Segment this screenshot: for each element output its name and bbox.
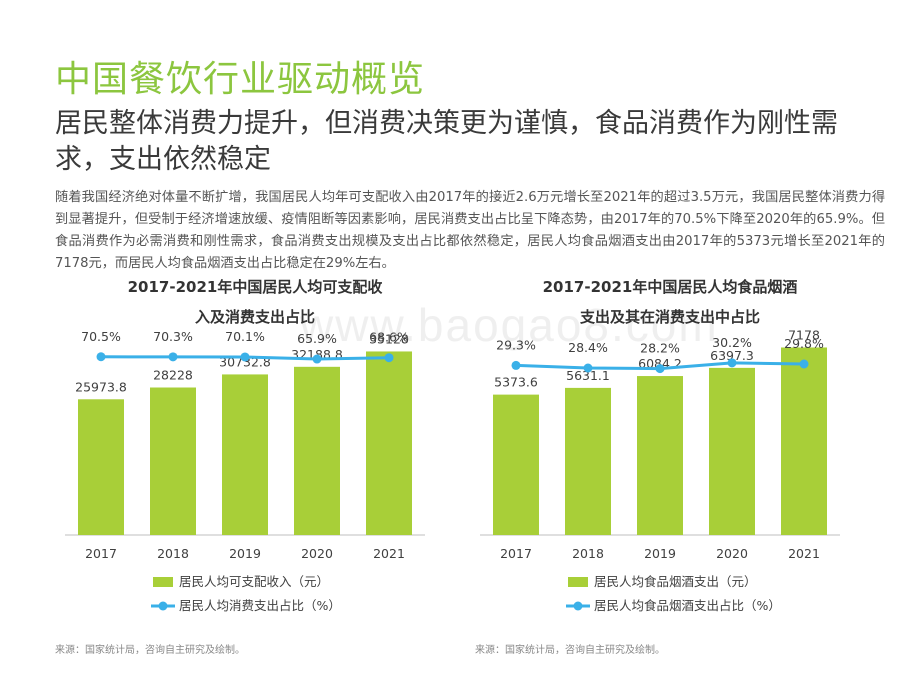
bar-2021 (781, 347, 827, 535)
x-tick-2021: 2021 (788, 546, 820, 561)
line-point-2018 (583, 363, 593, 373)
line-point-2018 (168, 352, 178, 362)
source-note-left: 来源：国家统计局，咨询自主研究及绘制。 (55, 645, 245, 656)
bar-label-2018: 5631.1 (566, 368, 610, 383)
x-tick-2020: 2020 (716, 546, 748, 561)
chart-1-title-line1: 2017-2021年中国居民人均可支配收 (127, 278, 383, 296)
bar-2020 (294, 366, 340, 535)
legend-bar-swatch (153, 577, 173, 587)
x-tick-2021: 2021 (373, 546, 405, 561)
line-point-2021 (384, 353, 394, 363)
line-label-2019: 70.1% (225, 330, 265, 344)
legend-bar-label: 居民人均可支配收入（元） (179, 574, 329, 589)
legend-line-label: 居民人均消费支出占比（%） (179, 598, 341, 613)
legend-bar-label: 居民人均食品烟酒支出（元） (594, 574, 757, 589)
bar-label-2017: 5373.6 (494, 375, 538, 390)
line-point-2019 (655, 364, 665, 374)
chart-1-title-line2: 入及消费支出占比 (194, 308, 315, 326)
line-label-2021: 29.8% (784, 336, 824, 351)
x-tick-2018: 2018 (157, 546, 189, 561)
line-label-2021: 68.6% (369, 330, 409, 345)
legend-bar-swatch (568, 577, 588, 587)
watermark: www.baogao8.com (300, 299, 719, 351)
bar-label-2020: 6397.3 (710, 348, 754, 363)
x-tick-2018: 2018 (572, 546, 604, 561)
bar-label-2021: 7178 (788, 330, 820, 342)
x-tick-2017: 2017 (85, 546, 117, 561)
line-point-2020 (312, 354, 322, 364)
source-note-right: 来源：国家统计局，咨询自主研究及绘制。 (475, 645, 665, 656)
chart-2-title: 2017-2021年中国居民人均食品烟酒 支出及其在消费支出中占比 (470, 272, 870, 332)
line-label-2019: 28.2% (640, 341, 680, 356)
x-tick-2019: 2019 (229, 546, 261, 561)
legend-line-marker (158, 601, 168, 611)
bar-2019 (637, 376, 683, 535)
line-point-2017 (96, 352, 106, 362)
chart-1-title: 2017-2021年中国居民人均可支配收 入及消费支出占比 (55, 272, 455, 332)
chart-2-title-line2: 支出及其在消费支出中占比 (579, 308, 760, 326)
line-label-2017: 29.3% (496, 337, 536, 352)
bar-label-2018: 28228 (153, 368, 193, 383)
bar-2020 (709, 367, 755, 535)
bar-2018 (150, 387, 196, 535)
bar-2017 (78, 399, 124, 535)
page-title: 中国餐饮行业驱动概览 (55, 59, 426, 100)
bar-2021 (366, 351, 412, 535)
x-tick-2019: 2019 (644, 546, 676, 561)
page-subtitle: 居民整体消费力提升，但消费决策更为谨慎，食品消费作为刚性需求，支出依然稳定 (55, 108, 838, 175)
bar-2019 (222, 374, 268, 535)
chart-2-food-expenditure: 5373.620175631.120186084.220196397.32020… (480, 330, 840, 613)
line-point-2020 (727, 358, 737, 368)
line-label-2018: 70.3% (153, 330, 193, 344)
line-label-2020: 30.2% (712, 335, 752, 350)
bar-2018 (565, 387, 611, 535)
line-label-2018: 28.4% (568, 340, 608, 355)
bar-label-2021: 35128 (369, 331, 409, 346)
chart-2-title-line1: 2017-2021年中国居民人均食品烟酒 (542, 278, 798, 296)
line-point-2021 (799, 359, 809, 369)
line-point-2019 (240, 352, 250, 362)
line-label-2017: 70.5% (81, 330, 121, 344)
bar-label-2017: 25973.8 (75, 379, 127, 394)
x-tick-2017: 2017 (500, 546, 532, 561)
line-label-2020: 65.9% (297, 331, 337, 346)
description-paragraph: 随着我国经济绝对体量不断扩增，我国居民人均年可支配收入由2017年的接近2.6万… (55, 190, 885, 271)
x-tick-2020: 2020 (301, 546, 333, 561)
line-point-2017 (511, 360, 521, 370)
chart-1-income-consumption: 25973.8201728228201830732.8201932188.820… (65, 330, 425, 613)
legend-line-marker (573, 601, 583, 611)
legend-line-label: 居民人均食品烟酒支出占比（%） (594, 598, 781, 613)
bar-2017 (493, 394, 539, 535)
